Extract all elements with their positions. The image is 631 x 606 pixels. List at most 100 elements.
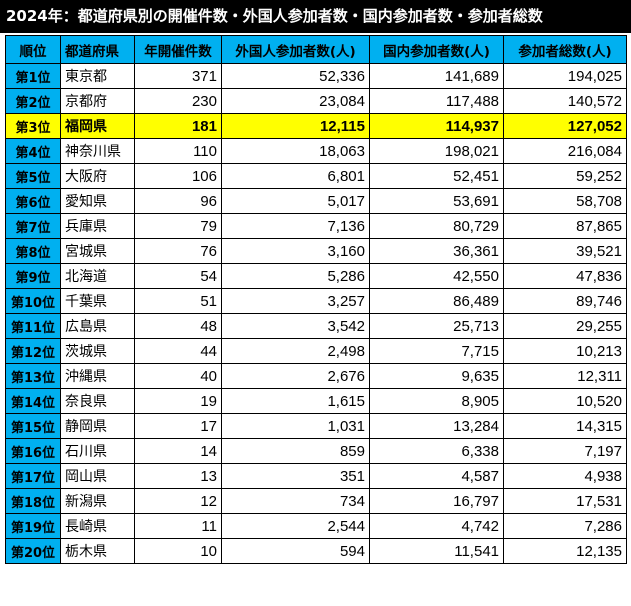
events-cell: 106 <box>134 163 222 189</box>
prefecture-cell: 愛知県 <box>60 188 135 214</box>
events-cell: 13 <box>134 463 222 489</box>
events-cell: 40 <box>134 363 222 389</box>
foreign-participants-cell: 351 <box>221 463 370 489</box>
total-participants-cell: 12,311 <box>503 363 627 389</box>
table-title: 2024年：都道府県別の開催件数・外国人参加者数・国内参加者数・参加者総数 <box>0 0 631 33</box>
total-participants-cell: 194,025 <box>503 63 627 89</box>
total-participants-cell: 58,708 <box>503 188 627 214</box>
events-cell: 110 <box>134 138 222 164</box>
rank-cell: 第11位 <box>5 313 61 339</box>
foreign-participants-cell: 5,286 <box>221 263 370 289</box>
foreign-participants-cell: 3,542 <box>221 313 370 339</box>
domestic-participants-cell: 80,729 <box>369 213 504 239</box>
header-domestic-participants: 国内参加者数(人) <box>369 35 504 64</box>
total-participants-cell: 127,052 <box>503 113 627 139</box>
table-row: 第3位 福岡県 181 12,115 114,937 127,052 <box>5 113 627 139</box>
events-cell: 230 <box>134 88 222 114</box>
prefecture-cell: 静岡県 <box>60 413 135 439</box>
table-row: 第12位 茨城県 44 2,498 7,715 10,213 <box>5 338 627 364</box>
table-body: 第1位 東京都 371 52,336 141,689 194,025 第2位 京都府 230 23… <box>5 63 627 564</box>
events-cell: 11 <box>134 513 222 539</box>
domestic-participants-cell: 52,451 <box>369 163 504 189</box>
foreign-participants-cell: 3,257 <box>221 288 370 314</box>
header-events: 年開催件数 <box>134 35 222 64</box>
events-cell: 44 <box>134 338 222 364</box>
prefecture-cell: 福岡県 <box>60 113 135 139</box>
domestic-participants-cell: 36,361 <box>369 238 504 264</box>
rank-cell: 第16位 <box>5 438 61 464</box>
domestic-participants-cell: 114,937 <box>369 113 504 139</box>
rank-cell: 第6位 <box>5 188 61 214</box>
table-row: 第18位 新潟県 12 734 16,797 17,531 <box>5 488 627 514</box>
domestic-participants-cell: 42,550 <box>369 263 504 289</box>
domestic-participants-cell: 25,713 <box>369 313 504 339</box>
total-participants-cell: 12,135 <box>503 538 627 564</box>
events-cell: 17 <box>134 413 222 439</box>
table-row: 第5位 大阪府 106 6,801 52,451 59,252 <box>5 163 627 189</box>
rank-cell: 第5位 <box>5 163 61 189</box>
table-row: 第11位 広島県 48 3,542 25,713 29,255 <box>5 313 627 339</box>
events-cell: 96 <box>134 188 222 214</box>
table-row: 第7位 兵庫県 79 7,136 80,729 87,865 <box>5 213 627 239</box>
prefecture-cell: 大阪府 <box>60 163 135 189</box>
header-row: 順位 都道府県 年開催件数 外国人参加者数(人) 国内参加者数(人) 参加者総数… <box>5 35 627 64</box>
total-participants-cell: 17,531 <box>503 488 627 514</box>
header-total-participants: 参加者総数(人) <box>503 35 627 64</box>
table-row: 第15位 静岡県 17 1,031 13,284 14,315 <box>5 413 627 439</box>
rank-cell: 第12位 <box>5 338 61 364</box>
rank-cell: 第3位 <box>5 113 61 139</box>
rank-cell: 第20位 <box>5 538 61 564</box>
prefecture-cell: 京都府 <box>60 88 135 114</box>
table-row: 第13位 沖縄県 40 2,676 9,635 12,311 <box>5 363 627 389</box>
domestic-participants-cell: 117,488 <box>369 88 504 114</box>
domestic-participants-cell: 8,905 <box>369 388 504 414</box>
events-cell: 14 <box>134 438 222 464</box>
total-participants-cell: 7,197 <box>503 438 627 464</box>
domestic-participants-cell: 4,742 <box>369 513 504 539</box>
prefecture-cell: 岡山県 <box>60 463 135 489</box>
rank-cell: 第19位 <box>5 513 61 539</box>
prefecture-cell: 神奈川県 <box>60 138 135 164</box>
table-row: 第17位 岡山県 13 351 4,587 4,938 <box>5 463 627 489</box>
foreign-participants-cell: 7,136 <box>221 213 370 239</box>
foreign-participants-cell: 6,801 <box>221 163 370 189</box>
domestic-participants-cell: 13,284 <box>369 413 504 439</box>
events-cell: 12 <box>134 488 222 514</box>
prefecture-cell: 沖縄県 <box>60 363 135 389</box>
prefecture-cell: 長崎県 <box>60 513 135 539</box>
rank-cell: 第2位 <box>5 88 61 114</box>
prefecture-cell: 奈良県 <box>60 388 135 414</box>
prefecture-cell: 新潟県 <box>60 488 135 514</box>
total-participants-cell: 140,572 <box>503 88 627 114</box>
rank-cell: 第10位 <box>5 288 61 314</box>
rank-cell: 第8位 <box>5 238 61 264</box>
total-participants-cell: 29,255 <box>503 313 627 339</box>
events-cell: 10 <box>134 538 222 564</box>
foreign-participants-cell: 2,498 <box>221 338 370 364</box>
table-row: 第4位 神奈川県 110 18,063 198,021 216,084 <box>5 138 627 164</box>
prefecture-cell: 石川県 <box>60 438 135 464</box>
foreign-participants-cell: 52,336 <box>221 63 370 89</box>
table-row: 第2位 京都府 230 23,084 117,488 140,572 <box>5 88 627 114</box>
foreign-participants-cell: 1,031 <box>221 413 370 439</box>
foreign-participants-cell: 5,017 <box>221 188 370 214</box>
prefecture-cell: 東京都 <box>60 63 135 89</box>
foreign-participants-cell: 18,063 <box>221 138 370 164</box>
total-participants-cell: 216,084 <box>503 138 627 164</box>
table-row: 第1位 東京都 371 52,336 141,689 194,025 <box>5 63 627 89</box>
total-participants-cell: 10,213 <box>503 338 627 364</box>
foreign-participants-cell: 3,160 <box>221 238 370 264</box>
events-cell: 19 <box>134 388 222 414</box>
foreign-participants-cell: 1,615 <box>221 388 370 414</box>
rank-cell: 第14位 <box>5 388 61 414</box>
header-prefecture: 都道府県 <box>60 35 135 64</box>
table-row: 第14位 奈良県 19 1,615 8,905 10,520 <box>5 388 627 414</box>
table-row: 第19位 長崎県 11 2,544 4,742 7,286 <box>5 513 627 539</box>
domestic-participants-cell: 7,715 <box>369 338 504 364</box>
rank-cell: 第15位 <box>5 413 61 439</box>
domestic-participants-cell: 53,691 <box>369 188 504 214</box>
prefecture-cell: 北海道 <box>60 263 135 289</box>
table-row: 第6位 愛知県 96 5,017 53,691 58,708 <box>5 188 627 214</box>
domestic-participants-cell: 86,489 <box>369 288 504 314</box>
